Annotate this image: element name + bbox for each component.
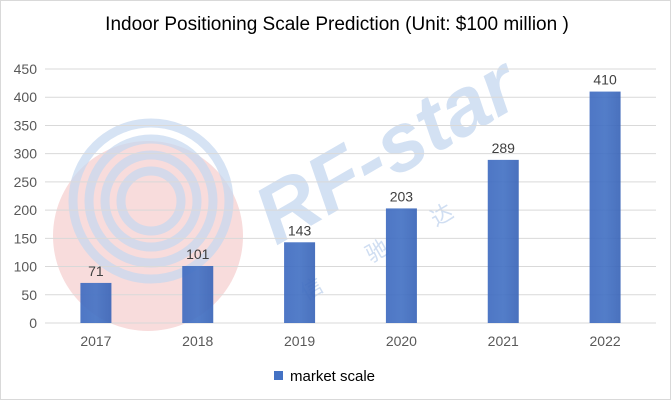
y-axis-ticks: 0 50 100 150 200 250 300 350 400 450	[14, 61, 38, 331]
data-label: 101	[186, 246, 210, 262]
legend: market scale	[274, 368, 375, 385]
legend-swatch	[274, 371, 283, 380]
y-tick-label: 0	[29, 315, 37, 331]
gridlines	[45, 68, 656, 324]
y-tick-label: 250	[14, 174, 38, 190]
y-tick-label: 50	[21, 287, 37, 303]
data-label: 289	[492, 140, 516, 156]
x-tick-label: 2020	[386, 333, 417, 349]
watermark-cn-char: 达	[427, 200, 459, 233]
data-labels: 71 101 143 203 289 410	[88, 72, 617, 279]
x-tick-label: 2019	[284, 333, 315, 349]
x-tick-label: 2017	[80, 333, 111, 349]
bars	[80, 91, 621, 323]
data-label: 143	[288, 222, 312, 238]
bar	[182, 265, 214, 323]
data-label: 71	[88, 263, 104, 279]
x-tick-label: 2021	[488, 333, 519, 349]
watermark-ring	[68, 118, 234, 284]
data-label: 410	[593, 72, 617, 88]
bar	[385, 208, 417, 323]
y-tick-label: 150	[14, 230, 38, 246]
y-tick-label: 300	[14, 146, 38, 162]
watermark-ring	[116, 166, 186, 236]
chart-title: Indoor Positioning Scale Prediction (Uni…	[105, 14, 569, 35]
x-axis-ticks: 2017 2018 2019 2020 2021 2022	[80, 333, 621, 349]
y-tick-label: 400	[14, 89, 38, 105]
legend-label: market scale	[290, 368, 375, 385]
data-label: 203	[390, 188, 414, 204]
bar	[80, 282, 112, 323]
y-tick-label: 450	[14, 61, 38, 77]
bar	[589, 91, 621, 323]
y-tick-label: 350	[14, 117, 38, 133]
x-tick-label: 2022	[590, 333, 621, 349]
bar	[487, 159, 519, 323]
y-tick-label: 100	[14, 259, 38, 275]
x-tick-label: 2018	[182, 333, 213, 349]
watermark-ring	[100, 150, 202, 252]
watermark-ring	[84, 134, 218, 268]
bar	[284, 242, 316, 323]
y-tick-label: 200	[14, 202, 38, 218]
